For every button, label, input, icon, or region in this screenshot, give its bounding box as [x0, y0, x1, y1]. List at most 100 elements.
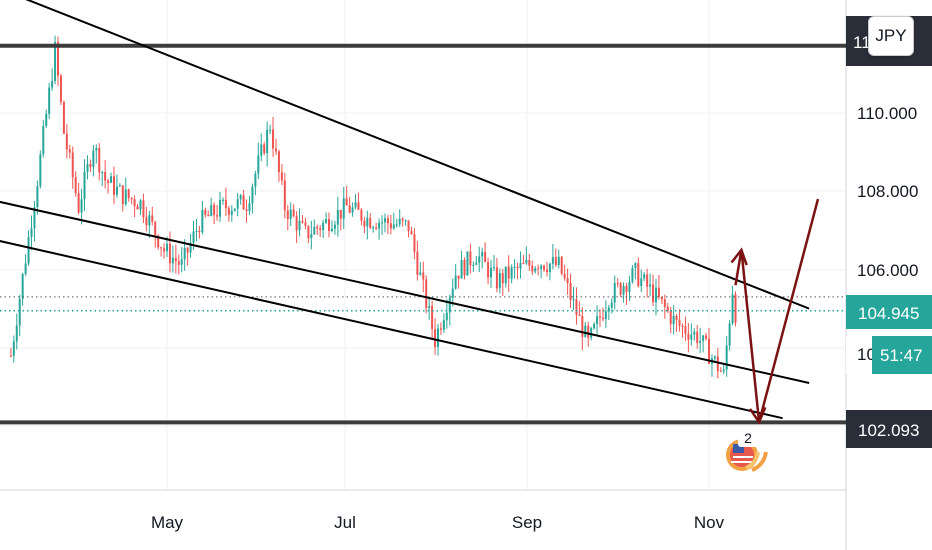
- candle: [560, 256, 563, 274]
- candle: [174, 257, 177, 262]
- candle: [690, 334, 693, 340]
- y-tick-label: 110.000: [857, 104, 917, 123]
- candle: [330, 228, 333, 232]
- current-price-label: 104.945: [858, 304, 919, 323]
- candle: [342, 198, 345, 219]
- candle: [607, 307, 610, 312]
- y-tick-labels: 110.000 108.000 106.000: [857, 104, 918, 280]
- candle: [528, 259, 531, 266]
- candle: [236, 199, 239, 209]
- candle: [204, 210, 207, 215]
- candle: [210, 204, 213, 217]
- candle: [684, 326, 687, 334]
- candle: [587, 325, 590, 338]
- candle: [239, 195, 242, 200]
- candle: [628, 281, 631, 292]
- candle: [522, 262, 525, 264]
- x-tick-labels: May Jul Sep Nov: [151, 513, 725, 532]
- candle: [133, 199, 136, 207]
- candle: [95, 147, 98, 151]
- candle: [572, 299, 575, 301]
- arrowhead: [748, 406, 767, 425]
- candle: [625, 286, 628, 292]
- candle: [186, 247, 189, 253]
- candle: [207, 214, 210, 217]
- candle: [369, 217, 372, 229]
- candle: [413, 234, 416, 252]
- candle: [310, 234, 313, 239]
- candle: [227, 208, 230, 215]
- candle: [27, 236, 30, 264]
- candle: [672, 315, 675, 325]
- candle: [263, 144, 266, 154]
- candle: [101, 171, 104, 173]
- candle: [195, 230, 198, 232]
- candle: [386, 218, 389, 224]
- candle: [277, 151, 280, 173]
- candle: [687, 333, 690, 340]
- candle: [110, 176, 113, 183]
- projection-arrow-line[interactable]: [734, 249, 743, 286]
- projection-arrow-line[interactable]: [740, 249, 761, 423]
- candle: [622, 286, 625, 295]
- candle: [251, 186, 254, 204]
- candle: [366, 217, 369, 227]
- candle: [257, 155, 260, 174]
- candle: [604, 311, 607, 320]
- candle: [708, 338, 710, 364]
- candle: [304, 222, 307, 226]
- candle: [272, 129, 275, 149]
- candle: [233, 208, 236, 211]
- candle: [77, 193, 80, 213]
- candle: [728, 323, 731, 346]
- event-badge-count: 2: [744, 430, 752, 446]
- candle: [516, 266, 519, 269]
- candle: [336, 209, 339, 225]
- candle: [392, 224, 395, 229]
- candle: [375, 227, 378, 229]
- candle: [525, 259, 528, 264]
- candle: [451, 288, 454, 298]
- candle: [543, 265, 546, 270]
- candle: [713, 356, 716, 359]
- candle: [319, 228, 322, 231]
- channel-middle-line[interactable]: [0, 199, 810, 384]
- candle: [142, 200, 145, 218]
- candle: [357, 202, 360, 210]
- candle: [230, 210, 233, 215]
- candle: [484, 252, 487, 263]
- candle: [112, 176, 115, 195]
- candle: [666, 306, 669, 312]
- y-tick-label: 106.000: [857, 261, 918, 280]
- projection-arrows[interactable]: [730, 198, 820, 425]
- candle: [481, 252, 484, 257]
- grid: [0, 0, 846, 490]
- candle: [416, 251, 419, 275]
- candle: [634, 263, 637, 268]
- event-badge[interactable]: 2: [726, 427, 768, 472]
- candle: [725, 345, 728, 370]
- projection-arrow-line[interactable]: [757, 198, 820, 423]
- x-tick-label: Nov: [694, 513, 725, 532]
- channel-lower-line[interactable]: [0, 238, 783, 420]
- candle: [492, 267, 495, 269]
- x-tick-label: Jul: [334, 513, 356, 532]
- candle: [537, 268, 540, 270]
- candle: [437, 328, 439, 348]
- candle: [213, 204, 216, 216]
- candle: [80, 199, 83, 213]
- candle: [640, 278, 643, 287]
- candle: [280, 172, 283, 181]
- channel-upper-line[interactable]: [0, 0, 810, 310]
- candle: [693, 331, 696, 335]
- x-tick-label: Sep: [512, 513, 542, 532]
- candle: [363, 220, 366, 227]
- candle: [57, 42, 60, 76]
- candle: [699, 341, 702, 344]
- currency-badge[interactable]: JPY: [868, 16, 914, 56]
- candle: [18, 298, 21, 326]
- candle: [274, 148, 277, 152]
- candle: [221, 199, 224, 201]
- candle: [36, 186, 39, 208]
